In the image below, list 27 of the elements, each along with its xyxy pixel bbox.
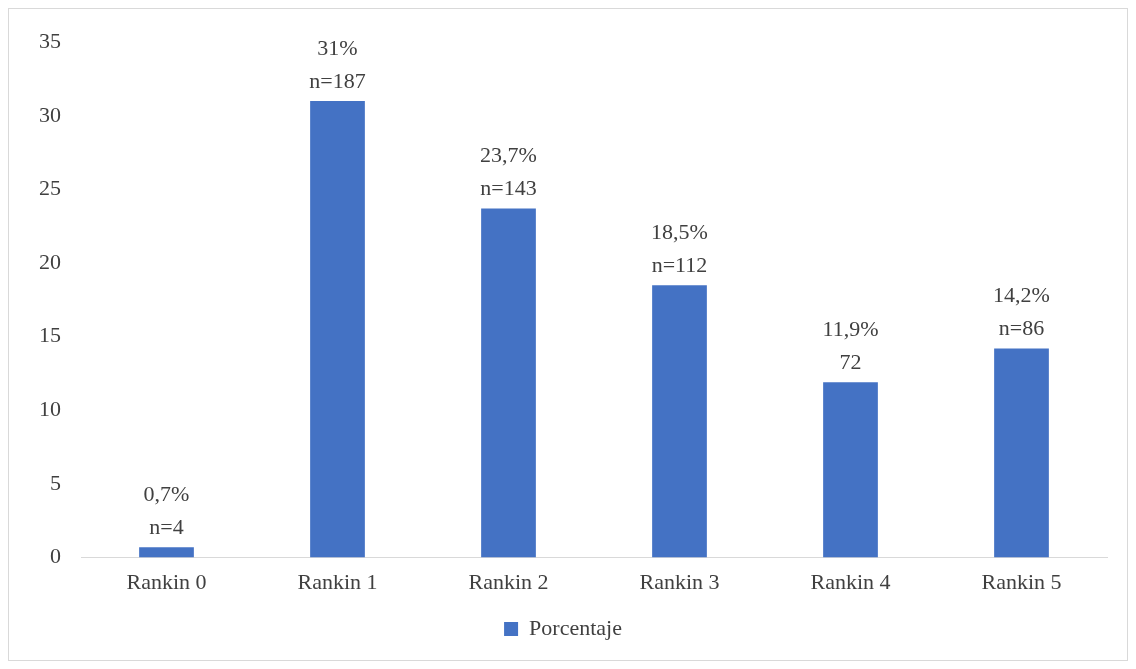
bar [139, 547, 194, 558]
x-tick-label: Rankin 2 [468, 568, 549, 594]
bar [823, 382, 878, 558]
y-tick-label: 35 [39, 27, 61, 53]
y-tick-label: 25 [39, 175, 61, 201]
x-tick-label: Rankin 3 [639, 568, 720, 594]
y-tick-label: 15 [39, 322, 61, 348]
data-label: 14,2% n=86 [993, 282, 1050, 341]
data-label: 18,5% n=112 [651, 218, 708, 277]
data-label: 11,9% 72 [822, 316, 879, 375]
y-tick-label: 5 [50, 469, 61, 495]
x-tick-label: Rankin 1 [297, 568, 378, 594]
bar [994, 348, 1049, 558]
y-tick-label: 30 [39, 101, 61, 127]
data-label: 0,7% n=4 [143, 481, 190, 540]
bar [652, 285, 707, 558]
x-tick-label: Rankin 0 [126, 568, 207, 594]
x-tick-label: Rankin 4 [810, 568, 891, 594]
bar [310, 101, 365, 558]
y-tick-label: 10 [39, 396, 61, 422]
data-label: 31% n=187 [309, 34, 366, 93]
legend-label: Porcentaje [529, 614, 622, 640]
data-label: 23,7% n=143 [480, 142, 537, 201]
y-tick-label: 20 [39, 248, 61, 274]
x-tick-label: Rankin 5 [981, 568, 1062, 594]
bar [481, 208, 536, 558]
y-tick-label: 0 [50, 543, 61, 569]
